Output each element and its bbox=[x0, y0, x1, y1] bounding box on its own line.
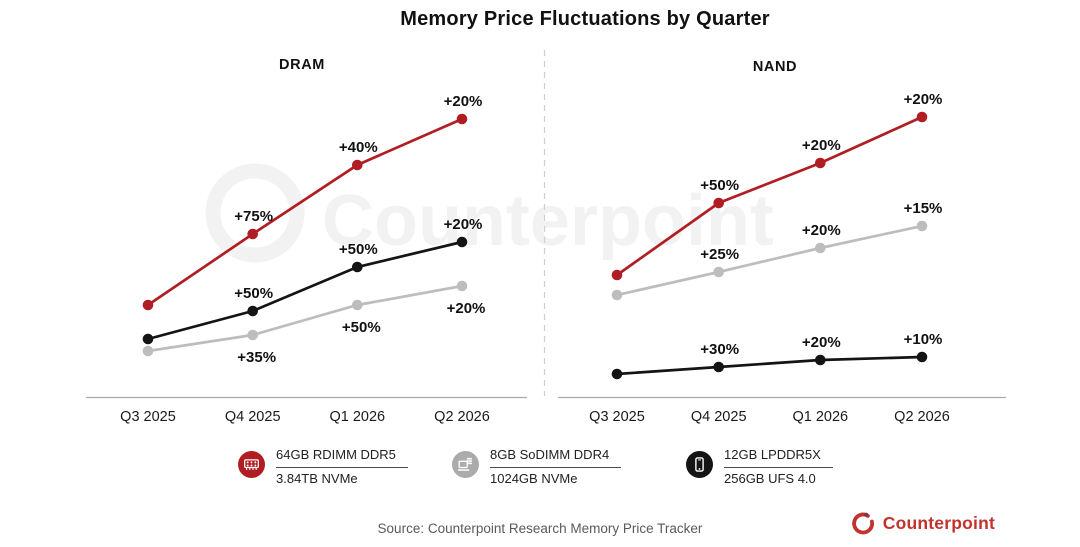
data-point bbox=[352, 299, 363, 311]
series-line bbox=[616, 115, 923, 277]
data-label: +20% bbox=[447, 300, 486, 317]
counterpoint-swirl-icon bbox=[850, 510, 876, 536]
data-label: +40% bbox=[339, 139, 378, 156]
series-8gb-sodimm-ddr4: +35% +50% +20% bbox=[142, 280, 486, 366]
panel-nand: NAND Q3 2025 Q4 2025 Q1 2026 Q2 2026 +30% +20%… bbox=[558, 59, 1006, 425]
laptop-icon bbox=[452, 451, 479, 478]
data-point bbox=[142, 299, 154, 311]
data-point bbox=[713, 266, 724, 278]
x-tick-label: Q1 2026 bbox=[329, 409, 385, 425]
data-label: +20% bbox=[802, 334, 841, 351]
data-label: +20% bbox=[904, 91, 943, 108]
legend-sublabel: 256GB UFS 4.0 bbox=[724, 470, 816, 486]
data-point bbox=[916, 220, 928, 232]
series-line bbox=[147, 117, 463, 307]
data-point bbox=[815, 242, 826, 254]
legend: 64GB RDIMM DDR5 3.84TB NVMe 8GB SoDIMM D… bbox=[0, 446, 1080, 498]
series-1024gb-nvme: +25% +20% +15% bbox=[611, 200, 943, 301]
data-point bbox=[456, 280, 468, 292]
x-tick-label: Q4 2025 bbox=[691, 409, 747, 425]
panel-title: DRAM bbox=[279, 57, 325, 73]
data-label: +20% bbox=[444, 93, 483, 110]
brand-name: Counterpoint bbox=[882, 512, 995, 533]
data-label: +15% bbox=[904, 200, 943, 217]
panel-dram: DRAM Q3 2025 Q4 2025 Q1 2026 Q2 2026 +35% +50%… bbox=[86, 57, 527, 425]
counterpoint-logo: Counterpoint bbox=[850, 510, 995, 536]
series-256gb-ufs-4-0: +30% +20% +10% bbox=[611, 331, 943, 380]
dual-panel-line-chart: Counterpoint DRAM Q3 2025 Q4 2025 Q1 2026 Q2 … bbox=[86, 50, 1006, 425]
series-12gb-lpddr5x: +50% +50% +20% bbox=[142, 216, 483, 345]
x-tick-label: Q1 2026 bbox=[792, 409, 848, 425]
data-point bbox=[815, 354, 826, 366]
data-label: +50% bbox=[342, 319, 381, 336]
series-line bbox=[147, 284, 463, 353]
data-label: +50% bbox=[700, 177, 739, 194]
legend-item-server-memory: 64GB RDIMM DDR5 3.84TB NVMe bbox=[238, 446, 408, 489]
series-64gb-rdimm-ddr5: +75% +40% +20% bbox=[142, 93, 483, 311]
data-point bbox=[142, 333, 154, 345]
data-label: +50% bbox=[234, 285, 273, 302]
data-point bbox=[611, 289, 623, 301]
x-tick-label: Q3 2025 bbox=[120, 409, 176, 425]
data-point bbox=[456, 113, 468, 125]
data-point bbox=[247, 305, 258, 317]
data-label: +50% bbox=[339, 241, 378, 258]
series-3-84tb-nvme: +50% +20% +20% bbox=[611, 91, 943, 281]
legend-sublabel: 1024GB NVMe bbox=[490, 470, 578, 486]
legend-label: 64GB RDIMM DDR5 bbox=[276, 446, 408, 468]
x-tick-label: Q4 2025 bbox=[225, 409, 281, 425]
legend-label: 12GB LPDDR5X bbox=[724, 446, 833, 468]
data-point bbox=[352, 159, 363, 171]
series-line bbox=[616, 355, 923, 376]
data-point bbox=[611, 368, 623, 380]
source-note: Source: Counterpoint Research Memory Pri… bbox=[377, 521, 703, 536]
data-point bbox=[713, 197, 724, 209]
data-point bbox=[815, 157, 826, 169]
data-label: +75% bbox=[234, 208, 273, 225]
data-label: +10% bbox=[904, 331, 943, 348]
data-point bbox=[352, 261, 363, 273]
data-label: +35% bbox=[237, 349, 276, 366]
ram-icon bbox=[238, 451, 265, 478]
legend-item-pc-memory: 8GB SoDIMM DDR4 1024GB NVMe bbox=[452, 446, 622, 489]
data-label: +20% bbox=[802, 222, 841, 239]
data-point bbox=[713, 361, 724, 373]
data-point bbox=[142, 345, 154, 357]
page-title: Memory Price Fluctuations by Quarter bbox=[400, 8, 770, 30]
legend-label: 8GB SoDIMM DDR4 bbox=[490, 446, 622, 468]
data-point bbox=[916, 111, 928, 123]
watermark-text: Counterpoint bbox=[322, 181, 774, 261]
legend-item-mobile-memory: 12GB LPDDR5X 256GB UFS 4.0 bbox=[686, 446, 833, 489]
phone-icon bbox=[686, 451, 713, 478]
data-point bbox=[611, 269, 623, 281]
data-label: +25% bbox=[700, 246, 739, 263]
data-label: +20% bbox=[802, 137, 841, 154]
data-point bbox=[247, 228, 258, 240]
x-tick-label: Q2 2026 bbox=[434, 409, 490, 425]
data-point bbox=[456, 236, 468, 248]
data-point bbox=[916, 351, 928, 363]
panel-title: NAND bbox=[753, 59, 797, 75]
data-point bbox=[247, 329, 258, 341]
data-label: +30% bbox=[700, 341, 739, 358]
counterpoint-watermark: Counterpoint bbox=[205, 163, 774, 263]
series-line bbox=[147, 240, 463, 341]
data-label: +20% bbox=[444, 216, 483, 233]
legend-sublabel: 3.84TB NVMe bbox=[276, 470, 358, 486]
x-tick-label: Q2 2026 bbox=[894, 409, 950, 425]
x-tick-label: Q3 2025 bbox=[589, 409, 645, 425]
series-line bbox=[616, 224, 923, 297]
